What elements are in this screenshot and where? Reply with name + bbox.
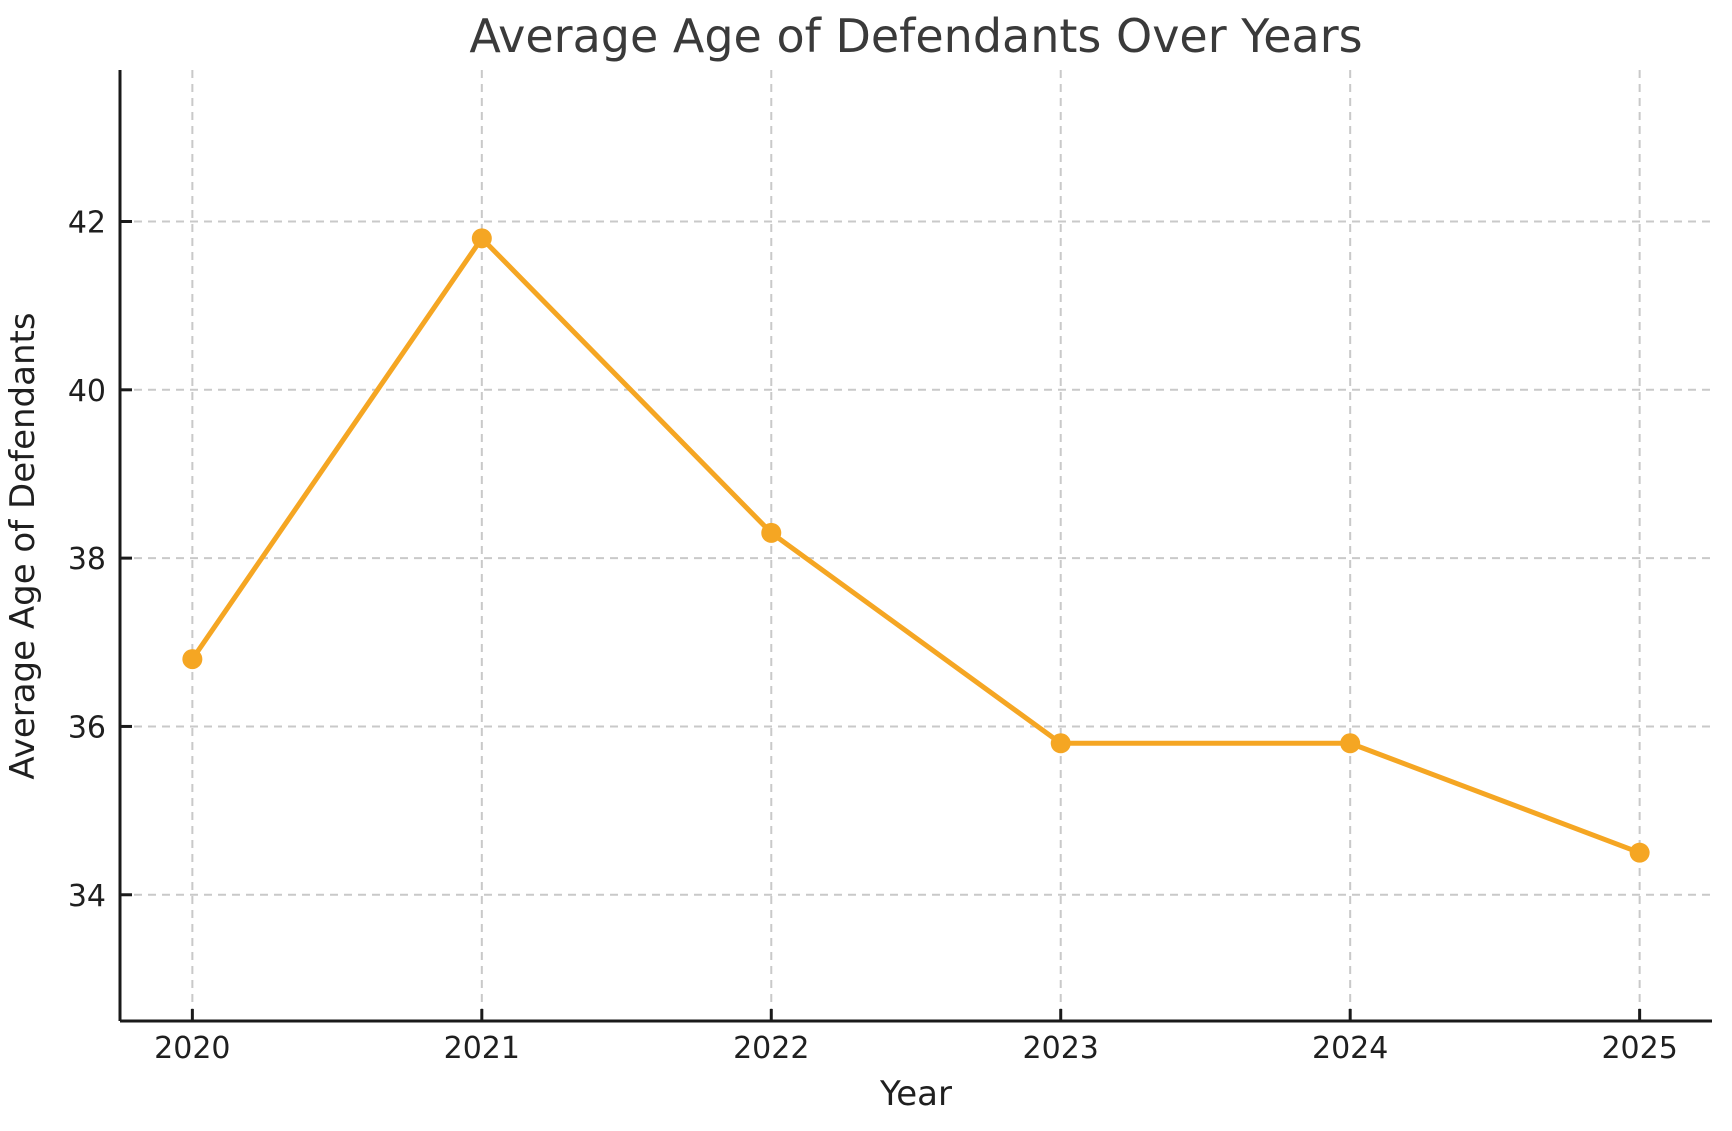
x-tick-label: 2023 — [1023, 1031, 1099, 1066]
chart-title: Average Age of Defendants Over Years — [469, 9, 1362, 63]
x-tick-label: 2022 — [733, 1031, 809, 1066]
data-series — [182, 228, 1650, 863]
y-tick-label: 42 — [68, 205, 106, 240]
series-line — [189, 235, 1643, 856]
gridlines — [120, 70, 1712, 1021]
data-point-marker — [182, 649, 203, 670]
data-point-marker — [761, 522, 782, 543]
axes — [118, 70, 1712, 1023]
y-tick-label: 38 — [68, 542, 106, 577]
y-tick-label: 40 — [68, 374, 106, 409]
data-point-marker — [1340, 733, 1361, 754]
x-tick-label: 2025 — [1601, 1031, 1677, 1066]
x-tick-label: 2024 — [1312, 1031, 1388, 1066]
y-tick-label: 36 — [68, 710, 106, 745]
y-tick-label: 34 — [68, 879, 106, 914]
y-axis-label: Average Age of Defendants — [3, 312, 43, 779]
labels: Average Age of Defendants Over Years Yea… — [3, 9, 1678, 1114]
x-axis-label: Year — [879, 1074, 952, 1114]
x-tick-label: 2020 — [154, 1031, 230, 1066]
x-tick-label: 2021 — [444, 1031, 520, 1066]
data-point-marker — [471, 228, 492, 249]
data-point-marker — [1050, 733, 1071, 754]
data-point-marker — [1629, 842, 1650, 863]
